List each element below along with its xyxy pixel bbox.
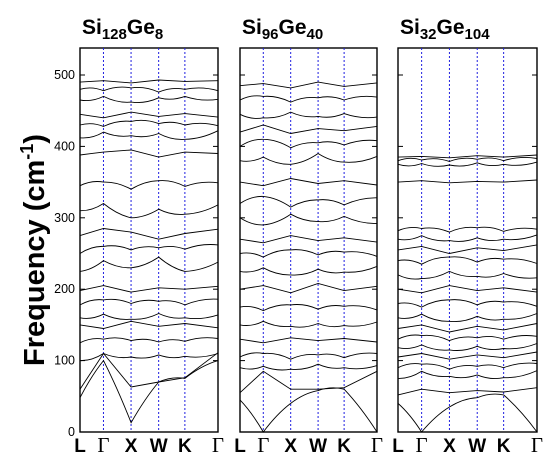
band-3-12 <box>397 270 538 280</box>
band-3-8 <box>397 323 538 333</box>
xtick-label: W <box>309 436 327 457</box>
band-2-4 <box>239 352 378 360</box>
ytick-label: 200 <box>54 282 75 296</box>
band-2-17 <box>239 124 378 134</box>
xtick-label: Γ <box>371 433 383 457</box>
panel-title-1: Si128Ge8 <box>82 16 163 43</box>
xtick-label: W <box>150 436 168 457</box>
xtick-label: X <box>284 436 297 457</box>
ytick-label: 400 <box>54 139 75 153</box>
ytick-label: 300 <box>54 211 75 225</box>
xtick-label: K <box>337 436 351 457</box>
band-3-7 <box>397 334 538 342</box>
band-1-12 <box>79 202 219 219</box>
band-2-15 <box>239 152 378 165</box>
y-axis-label: Frequency (cm-1) <box>17 134 51 366</box>
band-3-4 <box>397 362 538 370</box>
xtick-label: L <box>234 436 246 457</box>
ytick-label: 100 <box>54 354 75 368</box>
band-3-13 <box>397 256 538 265</box>
band-1-19 <box>79 86 219 93</box>
panel-frame-2 <box>239 47 378 433</box>
band-2-13 <box>239 195 378 208</box>
band-2-6 <box>239 320 378 328</box>
band-1-16 <box>79 119 219 127</box>
band-3-15 <box>397 234 538 242</box>
band-2-20 <box>239 81 378 89</box>
band-3-17 <box>397 179 538 184</box>
band-2-9 <box>239 265 378 276</box>
band-1-13 <box>79 180 219 190</box>
xtick-label: L <box>74 436 86 457</box>
xtick-label: K <box>178 436 192 457</box>
band-2-3 <box>239 363 378 371</box>
band-2-7 <box>239 304 378 312</box>
band-1-4 <box>79 337 219 344</box>
band-2-16 <box>239 138 378 149</box>
band-2-18 <box>239 111 378 119</box>
xtick-label: K <box>497 436 511 457</box>
xtick-label: W <box>468 436 486 457</box>
band-1-17 <box>79 111 219 119</box>
panel-frame-1 <box>79 47 219 433</box>
band-2-11 <box>239 235 378 244</box>
band-2-8 <box>239 283 378 294</box>
band-3-6 <box>397 343 538 351</box>
xtick-label: L <box>392 436 404 457</box>
band-1-1 <box>79 359 219 424</box>
xtick-label: Γ <box>257 433 269 457</box>
band-1-7 <box>79 298 219 306</box>
band-3-14 <box>397 244 538 254</box>
xtick-label: Γ <box>531 433 543 457</box>
xtick-label: Γ <box>97 433 109 457</box>
ytick-label: 0 <box>68 425 75 439</box>
band-2-10 <box>239 249 378 258</box>
band-1-14 <box>79 149 219 158</box>
panel-title-3: Si32Ge104 <box>400 16 490 43</box>
band-1-9 <box>79 256 219 272</box>
band-3-18 <box>397 161 538 167</box>
band-3-11 <box>397 285 538 294</box>
band-3-5 <box>397 351 538 360</box>
band-2-14 <box>239 178 378 187</box>
band-2-12 <box>239 213 378 226</box>
band-1-10 <box>79 244 219 254</box>
band-3-16 <box>397 226 538 233</box>
band-3-2 <box>397 387 538 396</box>
band-2-5 <box>239 337 378 344</box>
ytick-label: 500 <box>54 68 75 82</box>
band-3-10 <box>397 299 538 308</box>
band-2-2 <box>239 370 378 394</box>
band-1-5 <box>79 320 219 329</box>
band-3-19 <box>397 157 538 162</box>
band-1-20 <box>79 79 219 84</box>
band-2-1 <box>239 387 378 433</box>
xtick-label: Γ <box>212 433 224 457</box>
panel-title-2: Si96Ge40 <box>242 16 323 43</box>
xtick-label: Γ <box>416 433 428 457</box>
band-3-1 <box>397 393 538 433</box>
band-3-9 <box>397 313 538 322</box>
band-1-6 <box>79 313 219 320</box>
xtick-label: X <box>125 436 138 457</box>
band-1-3 <box>79 352 219 362</box>
band-3-3 <box>397 370 538 379</box>
band-2-19 <box>239 95 378 103</box>
xtick-label: X <box>443 436 456 457</box>
band-1-18 <box>79 95 219 103</box>
band-1-2 <box>79 352 219 390</box>
panel-frame-3 <box>397 47 538 433</box>
band-1-15 <box>79 130 219 140</box>
band-3-20 <box>397 154 538 159</box>
band-1-11 <box>79 228 219 240</box>
band-1-8 <box>79 285 219 293</box>
